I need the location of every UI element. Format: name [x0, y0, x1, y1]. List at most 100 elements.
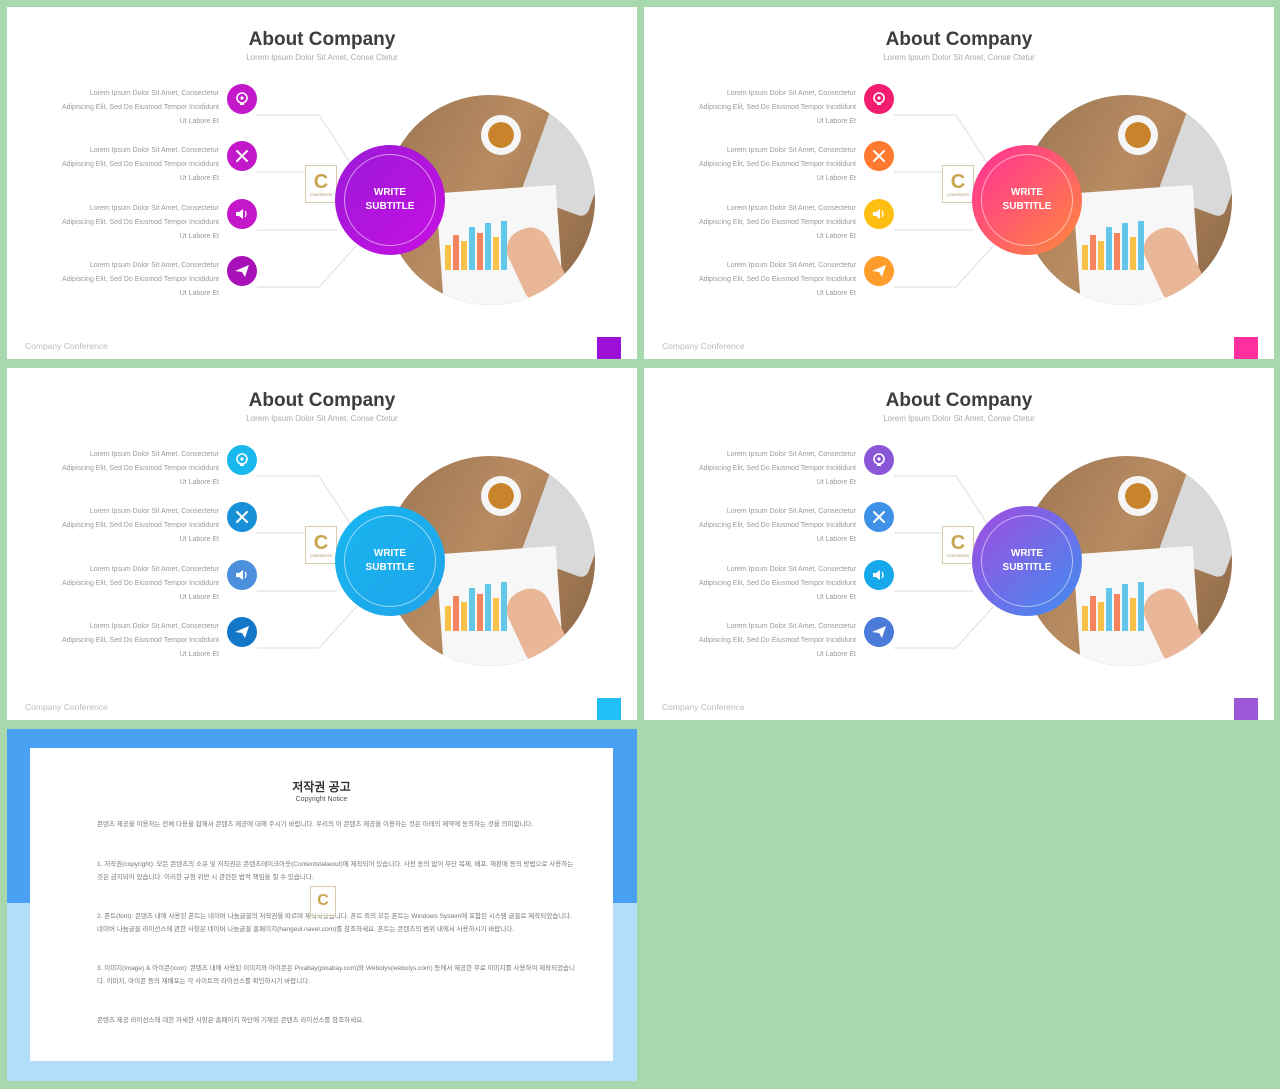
feature-text-line: Ut Labore Et — [179, 594, 219, 601]
feature-text: Lorem Ipsum Dolor Sit Amet, Consectetur … — [37, 87, 219, 129]
logo-text: CONTENTS — [947, 191, 969, 197]
feature-text-line: Ut Labore Et — [179, 175, 219, 182]
slide-title: About Company — [248, 29, 396, 50]
logo-text: CONTENTS — [310, 191, 332, 197]
connector-lines — [257, 114, 358, 288]
contents-logo: C CONTENTS — [942, 526, 974, 564]
feature-text-line: Lorem Ipsum Dolor Sit Amet, Consectetur — [89, 205, 219, 212]
feature-text: Lorem Ipsum Dolor Sit Amet, Consectetur … — [674, 563, 856, 605]
idea-head-icon — [227, 84, 257, 114]
speaker-icon — [864, 560, 894, 590]
feature-text-line: Lorem Ipsum Dolor Sit Amet, Consectetur — [726, 508, 856, 515]
feature-text: Lorem Ipsum Dolor Sit Amet, Consectetur … — [37, 448, 219, 490]
feature-text-line: Ut Labore Et — [816, 290, 856, 297]
subtitle-circle-label: WRITE SUBTITLE — [981, 515, 1073, 607]
subtitle-circle: WRITE SUBTITLE — [335, 145, 445, 255]
footer-text: Company Conference — [662, 702, 745, 712]
coffee-cup-shape — [1118, 476, 1158, 516]
copyright-paragraph: 3. 이미지(image) & 아이콘(icon): 콘텐츠 내에 사용된 이미… — [97, 965, 576, 985]
subtitle-circle: WRITE SUBTITLE — [972, 506, 1082, 616]
feature-text-line: Ut Labore Et — [179, 536, 219, 543]
speaker-icon — [227, 199, 257, 229]
feature-text-line: Ut Labore Et — [816, 118, 856, 125]
feature-text-line: Adipiscing Elit, Sed Do Eiusmod Tempor I… — [61, 104, 219, 111]
feature-text: Lorem Ipsum Dolor Sit Amet, Consectetur … — [37, 202, 219, 244]
slide-subtitle: Lorem Ipsum Dolor Sit Amet, Conse Ctetur — [246, 414, 398, 423]
copyright-slide: 저작권 공고 Copyright Notice 콘텐츠 제공을 이용하는 전체 … — [7, 729, 637, 1081]
feature-text-line: Adipiscing Elit, Sed Do Eiusmod Tempor I… — [61, 465, 219, 472]
feature-text-line: Lorem Ipsum Dolor Sit Amet, Consectetur — [89, 90, 219, 97]
feature-text: Lorem Ipsum Dolor Sit Amet, Consectetur … — [674, 505, 856, 547]
feature-text-line: Ut Labore Et — [179, 479, 219, 486]
tools-icon — [227, 502, 257, 532]
feature-text: Lorem Ipsum Dolor Sit Amet, Consectetur … — [674, 259, 856, 301]
paper-plane-icon — [864, 617, 894, 647]
footer-text: Company Conference — [662, 341, 745, 351]
connector-lines — [894, 475, 995, 649]
feature-text-line: Ut Labore Et — [816, 479, 856, 486]
coffee-cup-shape — [481, 115, 521, 155]
slide-title: About Company — [885, 390, 1033, 411]
paper-plane-icon — [227, 256, 257, 286]
feature-text-line: Ut Labore Et — [816, 175, 856, 182]
feature-text-line: Lorem Ipsum Dolor Sit Amet, Consectetur — [89, 566, 219, 573]
feature-text-line: Ut Labore Et — [179, 651, 219, 658]
subtitle-circle-label: WRITE SUBTITLE — [981, 154, 1073, 246]
bar-graphic — [1082, 582, 1144, 631]
footer-text: Company Conference — [25, 702, 108, 712]
connector-lines — [257, 475, 358, 649]
contents-logo: C CONTENTS — [305, 526, 337, 564]
footer-text: Company Conference — [25, 341, 108, 351]
feature-text: Lorem Ipsum Dolor Sit Amet, Consectetur … — [674, 620, 856, 662]
bar-graphic — [445, 221, 507, 270]
feature-text-line: Adipiscing Elit, Sed Do Eiusmod Tempor I… — [61, 637, 219, 644]
slide-3: About Company Lorem Ipsum Dolor Sit Amet,… — [7, 368, 637, 720]
feature-text-line: Lorem Ipsum Dolor Sit Amet, Consectetur — [89, 623, 219, 630]
feature-text: Lorem Ipsum Dolor Sit Amet, Consectetur … — [37, 620, 219, 662]
feature-text: Lorem Ipsum Dolor Sit Amet, Consectetur … — [674, 202, 856, 244]
copyright-title: 저작권 공고 — [292, 780, 351, 794]
slide-title: About Company — [885, 29, 1033, 50]
logo-letter: C — [313, 531, 329, 554]
copyright-box: 저작권 공고 Copyright Notice 콘텐츠 제공을 이용하는 전체 … — [30, 748, 613, 1061]
coffee-cup-shape — [1118, 115, 1158, 155]
copyright-paragraph: 콘텐츠 제공 라이선스에 대한 자세한 사항은 홈페이지 하단에 기재된 콘텐츠… — [97, 1017, 364, 1024]
bar-graphic — [1082, 221, 1144, 270]
tools-icon — [227, 141, 257, 171]
corner-accent — [597, 698, 621, 720]
feature-text-line: Lorem Ipsum Dolor Sit Amet, Consectetur — [726, 262, 856, 269]
copyright-paragraph: 1. 저작권(copyright): 모든 콘텐츠의 소유 및 저작권은 콘텐츠… — [97, 861, 574, 881]
contents-logo: C CONTENTS — [305, 165, 337, 203]
paper-plane-icon — [864, 256, 894, 286]
feature-text-line: Adipiscing Elit, Sed Do Eiusmod Tempor I… — [61, 219, 219, 226]
feature-text-line: Lorem Ipsum Dolor Sit Amet, Consectetur — [726, 147, 856, 154]
subtitle-circle: WRITE SUBTITLE — [335, 506, 445, 616]
copyright-subtitle: Copyright Notice — [295, 796, 348, 803]
logo-letter: C — [313, 170, 329, 193]
copyright-paragraph: 2. 폰트(font): 콘텐츠 내에 사용된 폰트는 네이버 나눔글꼴의 저작… — [97, 913, 572, 933]
corner-accent — [1234, 698, 1258, 720]
feature-text: Lorem Ipsum Dolor Sit Amet, Consectetur … — [674, 144, 856, 186]
feature-text-line: Adipiscing Elit, Sed Do Eiusmod Tempor I… — [698, 580, 856, 587]
speaker-icon — [227, 560, 257, 590]
feature-text: Lorem Ipsum Dolor Sit Amet, Consectetur … — [37, 563, 219, 605]
feature-text: Lorem Ipsum Dolor Sit Amet, Consectetur … — [674, 448, 856, 490]
feature-text-line: Ut Labore Et — [816, 536, 856, 543]
feature-text-line: Adipiscing Elit, Sed Do Eiusmod Tempor I… — [698, 276, 856, 283]
feature-text-line: Adipiscing Elit, Sed Do Eiusmod Tempor I… — [61, 580, 219, 587]
slide-4: About Company Lorem Ipsum Dolor Sit Amet,… — [644, 368, 1274, 720]
feature-text-line: Ut Labore Et — [816, 594, 856, 601]
feature-text-line: Ut Labore Et — [816, 651, 856, 658]
feature-text-line: Adipiscing Elit, Sed Do Eiusmod Tempor I… — [698, 465, 856, 472]
feature-text-line: Adipiscing Elit, Sed Do Eiusmod Tempor I… — [698, 637, 856, 644]
slide-subtitle: Lorem Ipsum Dolor Sit Amet, Conse Ctetur — [883, 53, 1035, 62]
feature-text-line: Adipiscing Elit, Sed Do Eiusmod Tempor I… — [698, 104, 856, 111]
feature-text-line: Ut Labore Et — [179, 118, 219, 125]
feature-text-line: Ut Labore Et — [179, 290, 219, 297]
feature-text-line: Lorem Ipsum Dolor Sit Amet, Consectetur — [726, 90, 856, 97]
feature-text-line: Lorem Ipsum Dolor Sit Amet, Consectetur — [726, 566, 856, 573]
feature-text-line: Lorem Ipsum Dolor Sit Amet, Consectetur — [726, 623, 856, 630]
copyright-paragraph: 콘텐츠 제공을 이용하는 전체 다용을 합해서 콘텐츠 제공에 대해 주시기 바… — [97, 821, 534, 828]
feature-text-line: Lorem Ipsum Dolor Sit Amet, Consectetur — [89, 147, 219, 154]
tools-icon — [864, 502, 894, 532]
